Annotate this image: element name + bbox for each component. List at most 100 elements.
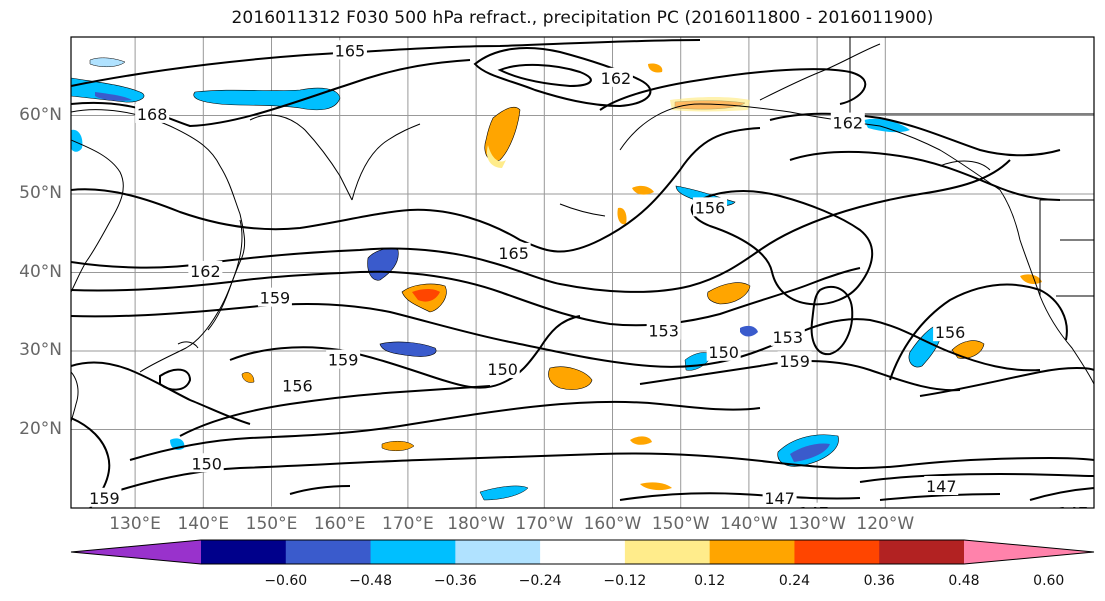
colorbar-tick-label: 0.36 xyxy=(863,573,895,589)
precip-negative-patch xyxy=(71,77,145,103)
contour-label-background xyxy=(485,359,520,379)
precip-negative-patch xyxy=(193,87,341,111)
contour-label: 162 xyxy=(601,69,632,88)
contour-label-background xyxy=(332,40,367,60)
precip-positive-patch xyxy=(707,282,751,305)
latitude-tick-label: 20°N xyxy=(19,418,62,439)
contour-label-background xyxy=(248,506,283,508)
contour-label-background xyxy=(933,322,968,342)
contour-label: 147 xyxy=(1058,504,1089,523)
contour-label-background xyxy=(706,341,741,361)
precip-negative-patch xyxy=(479,485,529,501)
contour-label: 168 xyxy=(137,105,168,124)
plot-frame xyxy=(70,36,1095,509)
contour-label: 150 xyxy=(708,343,739,362)
contour-label-background xyxy=(280,375,315,395)
colorbar-tick-label: −0.36 xyxy=(433,573,477,589)
contour-label: 150 xyxy=(487,360,518,379)
latitude-tick-label: 30°N xyxy=(19,340,62,360)
contour-label: 159 xyxy=(89,489,120,508)
colorbar-tick-label: 0.24 xyxy=(778,573,811,589)
longitude-tick-label: 140°E xyxy=(177,514,230,534)
contour-label-background xyxy=(796,502,831,508)
precip-positive-patch xyxy=(632,185,654,195)
contour-label: 147 xyxy=(764,489,795,508)
contour-label: 156 xyxy=(935,323,966,342)
precip-negative-patch xyxy=(71,129,83,152)
contour-lines xyxy=(71,39,1094,508)
longitude-tick-label: 170°E xyxy=(382,514,434,534)
colorbar-segment xyxy=(794,540,880,564)
contour-label-background xyxy=(924,476,959,496)
colorbar-segment xyxy=(370,540,456,564)
colorbar-tick-label: −0.24 xyxy=(518,573,562,589)
precip-negative-patch xyxy=(864,118,910,133)
precip-positive-patch xyxy=(617,207,627,225)
contour-label-background xyxy=(135,103,170,123)
contour-label: 156 xyxy=(282,377,313,396)
graticule-grid xyxy=(71,37,1094,508)
colorbar-tick-label: 0.48 xyxy=(948,573,980,589)
longitude-tick-label: 170°W xyxy=(515,514,574,534)
precip-positive-patch xyxy=(1020,274,1042,284)
colorbar-tick-label: 0.60 xyxy=(1033,573,1065,589)
precip-positive-patch xyxy=(381,441,415,451)
contour-label-background xyxy=(496,242,531,262)
colorbar-extend-low xyxy=(71,540,201,564)
precip-positive-patch xyxy=(548,366,593,390)
contour-label-background xyxy=(326,349,361,369)
contour-labels: 165 162 168 162 156 165 162 159 153 153 156 150 159 1… xyxy=(87,40,1090,528)
longitude-tick-label: 150°E xyxy=(245,514,298,534)
contour-label-background xyxy=(1042,508,1076,527)
contour-label: 147 xyxy=(926,477,957,496)
precip-positive-patch xyxy=(640,482,672,491)
precip-negative-patch xyxy=(740,325,758,337)
contour-label-background xyxy=(770,326,805,346)
colorbar-segment xyxy=(879,540,965,564)
colorbar-tick-label: −0.48 xyxy=(349,573,392,589)
colorbar-tick-label: −0.60 xyxy=(264,573,308,589)
contour-label-background xyxy=(762,487,797,507)
precip-negative-patch xyxy=(790,443,830,462)
colorbar-segment xyxy=(624,540,711,564)
latitude-tick-label: 50°N xyxy=(19,183,62,203)
contour-label-background xyxy=(188,260,223,280)
colorbar-extend-high xyxy=(964,540,1094,564)
coastlines xyxy=(71,37,1094,423)
contour-label-background xyxy=(1055,502,1090,508)
precip-negative-patch xyxy=(89,57,126,67)
precip-positive-patch xyxy=(412,289,440,302)
longitude-tick-label: 140°W xyxy=(720,514,778,534)
longitude-tick-label: 130°E xyxy=(109,514,161,534)
contour-label: 150 xyxy=(191,454,222,473)
contour-label-background xyxy=(598,67,633,87)
colorbar-tick-label: −0.12 xyxy=(603,573,647,589)
precip-positive-patch xyxy=(486,145,506,168)
colorbar-segment xyxy=(201,540,287,564)
colorbar-segment xyxy=(540,540,626,564)
contour-label: 162 xyxy=(833,114,864,133)
contour-label-background xyxy=(189,453,224,473)
colorbar-segment xyxy=(709,540,795,564)
longitude-tick-label: 180°W xyxy=(447,514,505,534)
contour-label-background xyxy=(830,112,865,132)
colorbar-outline xyxy=(70,539,1095,565)
contour-label-background xyxy=(777,351,812,371)
contour-label: 153 xyxy=(648,322,679,341)
contour-label: 150 xyxy=(1044,509,1075,528)
precip-positive-patch xyxy=(630,436,652,445)
colorbar xyxy=(70,539,1095,565)
longitude-tick-label: 150°W xyxy=(651,514,710,534)
contour-label: 156 xyxy=(695,198,726,217)
latitude-tick-label: 40°N xyxy=(19,261,62,282)
contour-label-background xyxy=(87,487,122,507)
precipitation-shading xyxy=(71,57,1042,501)
longitude-tick-label: 160°E xyxy=(313,514,366,534)
contour-label: 147 xyxy=(798,504,829,523)
contour-label-background xyxy=(257,287,292,307)
colorbar-segment xyxy=(455,540,541,564)
precip-negative-patch xyxy=(367,248,399,281)
contour-label: 165 xyxy=(335,41,366,60)
map-plot[interactable]: 165 162 168 162 156 165 162 159 153 153 156 150 159 1… xyxy=(0,0,1105,530)
contour-label: 153 xyxy=(773,328,804,347)
